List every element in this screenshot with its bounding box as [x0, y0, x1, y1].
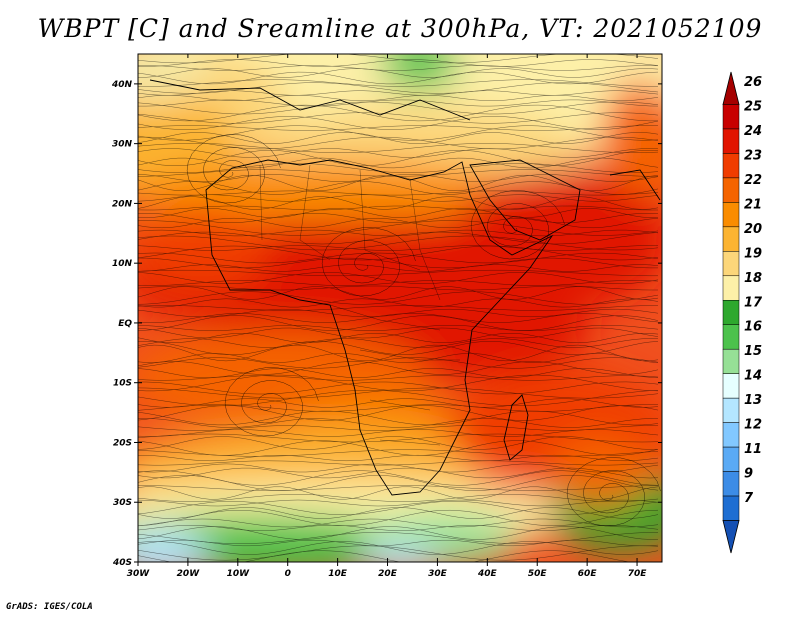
latitude-label: 40N: [111, 80, 133, 90]
colorbar-label: 18: [744, 271, 762, 286]
colorbar-swatch: [722, 373, 740, 399]
longitude-label: 30W: [127, 569, 151, 579]
colorbar-label: 22: [744, 173, 762, 188]
latitude-label: 10S: [113, 379, 132, 389]
streamlines: [138, 54, 659, 562]
colorbar-label: 21: [744, 197, 762, 212]
chart-title: WBPT [C] and Sreamline at 300hPa, VT: 20…: [37, 14, 763, 43]
colorbar-label: 16: [744, 320, 762, 335]
longitude-label: 10E: [328, 569, 348, 579]
longitude-labels: 30W 20W 10W 0 10E 20E 30E 40E 50E 60E 70E: [127, 569, 647, 579]
colorbar-swatch: [722, 471, 740, 497]
colorbar-swatch: [722, 324, 740, 350]
country-borders: [259, 164, 460, 446]
latitude-label: EQ: [118, 319, 132, 329]
longitude-label: 40E: [477, 569, 498, 579]
latitude-label: 30S: [113, 498, 132, 508]
colorbar-label: 9: [744, 467, 753, 482]
coastlines: [149, 79, 661, 496]
latitude-label: 10N: [112, 259, 133, 269]
colorbar-label: 20: [744, 222, 762, 237]
colorbar-label: 25: [744, 100, 762, 115]
latitude-label: 40S: [112, 558, 132, 568]
colorbar-bottom-arrow: [722, 520, 740, 554]
colorbar-swatch: [722, 202, 740, 228]
colorbar-swatch: [722, 422, 740, 448]
colorbar-swatch: [722, 300, 740, 325]
colorbar-label: 17: [744, 295, 763, 310]
colorbar-label: 24: [744, 124, 762, 139]
colorbar-swatch: [722, 446, 740, 472]
map-area: [138, 54, 662, 562]
colorbar-label: 15: [744, 344, 762, 359]
colorbar-label: 12: [744, 418, 762, 433]
colorbar-top-arrow: [722, 71, 740, 105]
latitude-label: 20N: [112, 199, 133, 209]
colorbar-label: 11: [744, 442, 762, 457]
colorbar-swatch: [722, 226, 740, 252]
longitude-label: 10W: [227, 569, 251, 579]
colorbar: 26 25 24 23 22 21 20 19 18 17 16 15 14 13 12 11 9 7: [722, 71, 763, 554]
axis-ticks: [134, 54, 662, 566]
colorbar-swatch: [722, 251, 740, 277]
colorbar-swatch: [722, 153, 740, 179]
longitude-label: 70E: [628, 569, 648, 579]
latitude-label: 30N: [112, 140, 133, 150]
colorbar-swatch: [722, 495, 740, 521]
colorbar-label: 7: [744, 491, 754, 506]
colorbar-label: 26: [744, 75, 762, 90]
colorbar-swatch: [722, 397, 740, 423]
colorbar-swatch: [722, 275, 740, 301]
colorbar-swatch: [722, 128, 740, 154]
temperature-field: [138, 54, 662, 562]
colorbar-label: 19: [744, 246, 762, 261]
latitude-label: 20S: [113, 438, 132, 448]
latitude-labels: 40N 30N 20N 10N EQ 10S 20S 30S 40S: [111, 80, 133, 568]
longitude-label: 60E: [578, 569, 598, 579]
credit-text: GrADS: IGES/COLA: [6, 602, 93, 612]
longitude-label: 30E: [428, 569, 448, 579]
colorbar-label: 14: [744, 369, 762, 384]
colorbar-swatch: [722, 348, 740, 374]
longitude-label: 20W: [177, 569, 201, 579]
colorbar-swatch: [722, 177, 740, 203]
map-frame: [137, 53, 663, 563]
longitude-label: 0: [285, 569, 291, 579]
longitude-label: 50E: [528, 569, 548, 579]
colorbar-swatch: [722, 104, 740, 130]
longitude-label: 20E: [378, 569, 398, 579]
colorbar-label: 13: [744, 393, 762, 408]
streamline-vortices: [186, 134, 661, 527]
colorbar-label: 23: [744, 148, 762, 163]
